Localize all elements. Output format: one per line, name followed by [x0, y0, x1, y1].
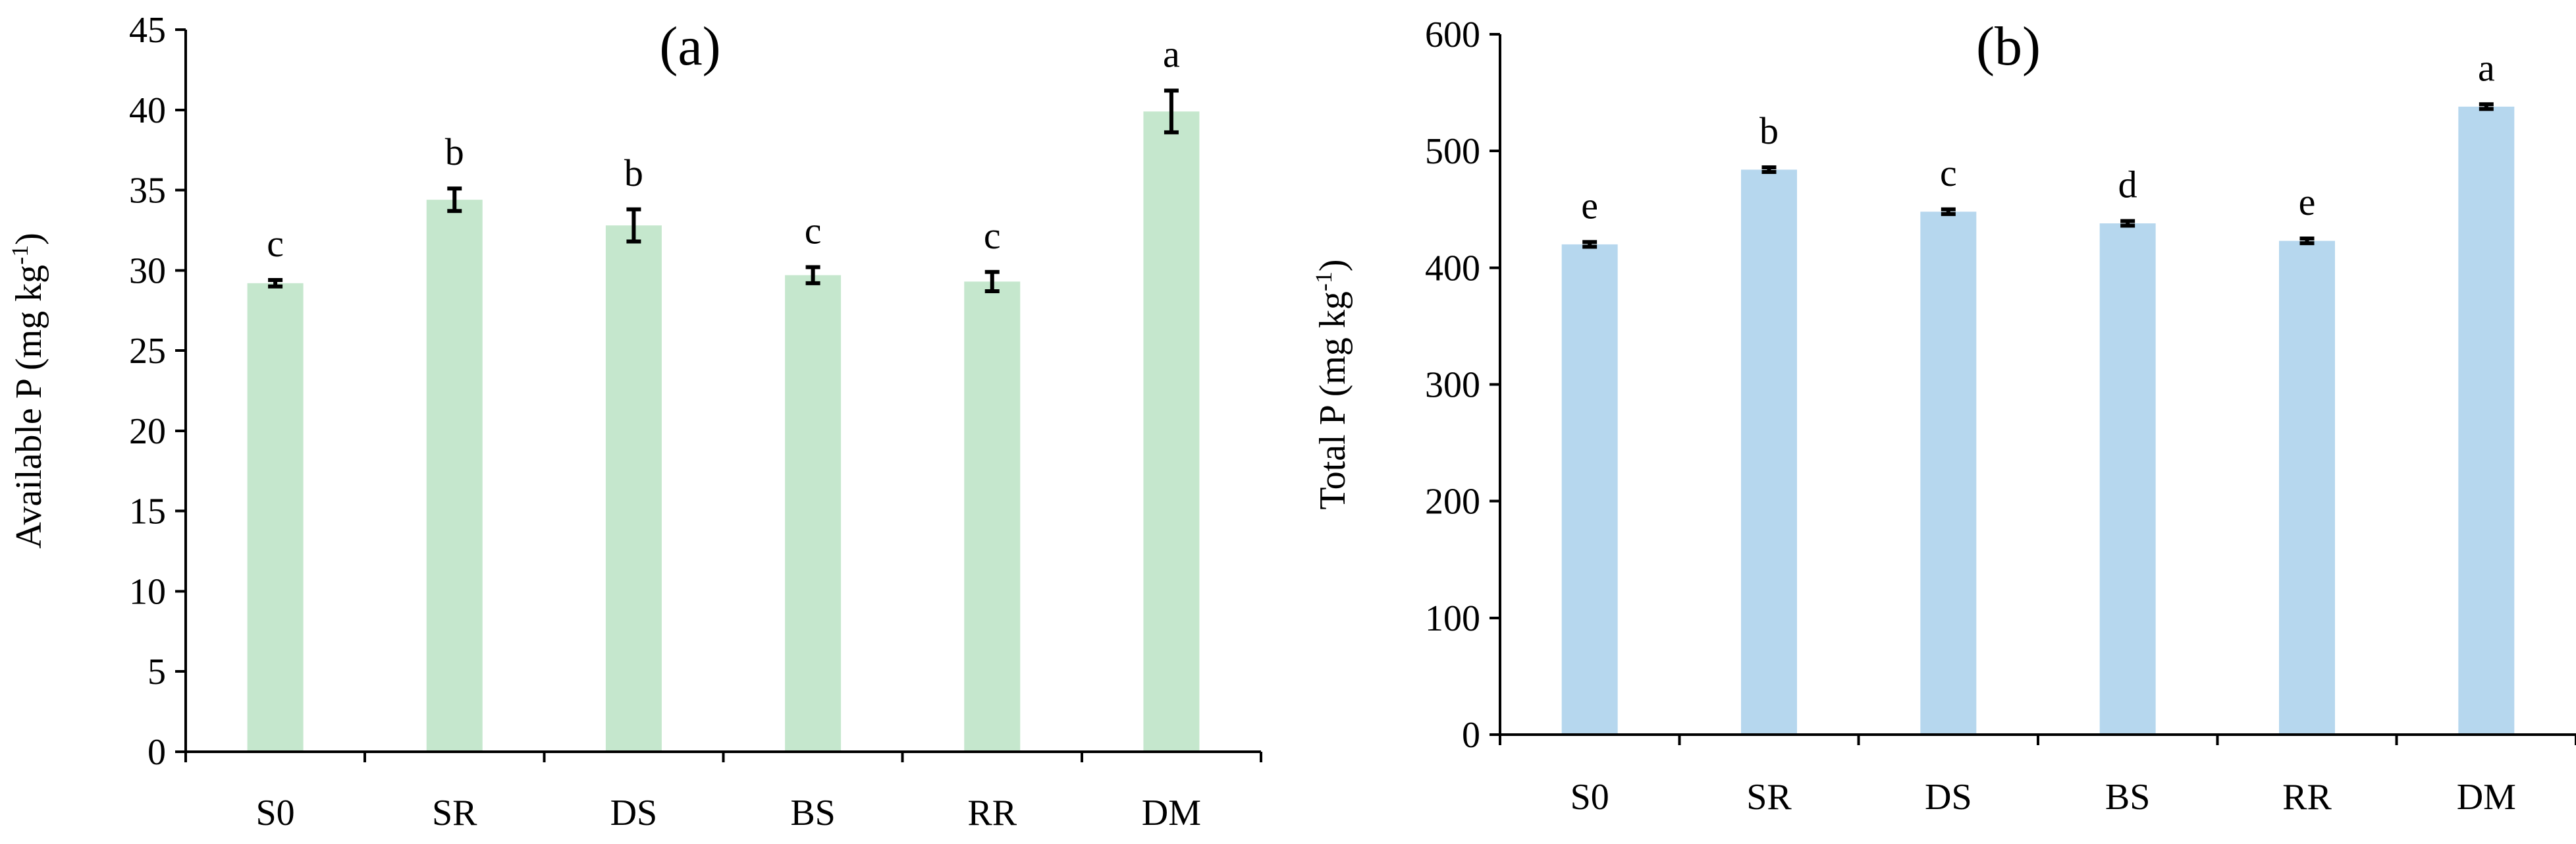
- y-axis-title-tail: ): [1312, 259, 1353, 271]
- significance-label-bs: c: [805, 209, 822, 252]
- y-tick-label: 45: [129, 10, 166, 51]
- x-tick-label-ds: DS: [610, 793, 658, 833]
- error-bar-sr: [1761, 165, 1777, 175]
- error-bar-s0: [268, 277, 283, 289]
- chart-panel-b: e S0 b SR c DS d BS e RR a DM 0 100 200 300 400 500 600 (b)…: [1310, 14, 2576, 818]
- chart-panel-a: c S0 b SR b DS c BS c RR a DM 0 5 10 15 20 25 30 35 40 45 (a) A…: [7, 10, 1262, 833]
- y-tick-label: 300: [1425, 365, 1480, 406]
- y-axis-title-tail: ): [9, 233, 49, 245]
- y-tick-label: 25: [129, 331, 166, 372]
- y-tick-label: 30: [129, 250, 166, 291]
- panel-label: (a): [659, 16, 720, 77]
- bar-s0: [247, 283, 304, 752]
- bar-bs: [2099, 223, 2156, 735]
- significance-label-ds: c: [1940, 152, 1957, 194]
- error-bar-rr: [2299, 237, 2315, 246]
- x-tick-label-s0: S0: [256, 793, 295, 833]
- x-tick-label-s0: S0: [1570, 777, 1609, 818]
- error-bar-bs: [805, 265, 820, 285]
- significance-label-bs: d: [2118, 163, 2137, 206]
- y-tick-label: 10: [129, 571, 166, 612]
- x-tick-label-bs: BS: [790, 793, 836, 833]
- x-tick-label-sr: SR: [1746, 777, 1792, 818]
- y-tick-label: 5: [148, 652, 166, 692]
- error-bar-bs: [2120, 219, 2135, 228]
- y-axis-title-superscript: -1: [1310, 271, 1337, 291]
- error-bar-dm: [1164, 88, 1179, 134]
- error-bar-sr: [447, 186, 462, 213]
- bar-bs: [785, 275, 842, 752]
- bar-sr: [426, 200, 483, 752]
- error-bar-rr: [984, 269, 1000, 293]
- significance-label-dm: a: [2478, 46, 2495, 89]
- bar-ds: [605, 225, 662, 752]
- significance-label-sr: b: [1759, 109, 1779, 152]
- y-tick-label: 600: [1425, 14, 1480, 55]
- x-tick-label-sr: SR: [432, 793, 477, 833]
- y-tick-label: 35: [129, 171, 166, 211]
- significance-label-ds: b: [624, 152, 643, 194]
- y-axis-title-main: Total P (mg kg: [1312, 291, 1353, 510]
- significance-label-rr: c: [984, 214, 1001, 257]
- error-bar-s0: [1582, 240, 1597, 249]
- significance-label-s0: c: [267, 222, 284, 265]
- bar-ds: [1920, 211, 1977, 735]
- y-tick-label: 500: [1425, 131, 1480, 172]
- error-bar-ds: [626, 207, 641, 244]
- significance-label-s0: e: [1581, 184, 1598, 227]
- y-axis-title: Total P (mg kg-1): [1310, 259, 1353, 509]
- panel-label: (b): [1976, 16, 2041, 77]
- y-tick-label: 100: [1425, 598, 1480, 639]
- bar-rr: [2279, 240, 2335, 735]
- x-tick-label-rr: RR: [2282, 777, 2332, 818]
- y-tick-label: 200: [1425, 482, 1480, 522]
- y-tick-label: 20: [129, 411, 166, 452]
- bar-dm: [2458, 106, 2515, 735]
- error-bar-dm: [2479, 102, 2494, 111]
- y-axis-title-main: Available P (mg kg: [9, 265, 49, 549]
- y-axis-title: Available P (mg kg-1): [7, 233, 49, 548]
- significance-label-sr: b: [445, 130, 464, 173]
- x-tick-label-dm: DM: [2457, 777, 2516, 818]
- x-tick-label-bs: BS: [2105, 777, 2151, 818]
- y-axis-title-superscript: -1: [7, 245, 33, 265]
- y-tick-label: 400: [1425, 248, 1480, 289]
- y-tick-label: 15: [129, 492, 166, 532]
- x-tick-label-ds: DS: [1925, 777, 1972, 818]
- y-tick-label: 0: [1462, 715, 1480, 756]
- significance-label-dm: a: [1163, 33, 1180, 76]
- bar-dm: [1143, 111, 1200, 752]
- error-bar-ds: [1941, 207, 1956, 216]
- bar-s0: [1561, 244, 1618, 735]
- x-tick-label-rr: RR: [967, 793, 1017, 833]
- y-tick-label: 40: [129, 90, 166, 131]
- bar-sr: [1741, 169, 1797, 735]
- y-tick-label: 0: [148, 732, 166, 773]
- bar-rr: [964, 281, 1021, 752]
- x-tick-label-dm: DM: [1142, 793, 1201, 833]
- significance-label-rr: e: [2299, 181, 2316, 223]
